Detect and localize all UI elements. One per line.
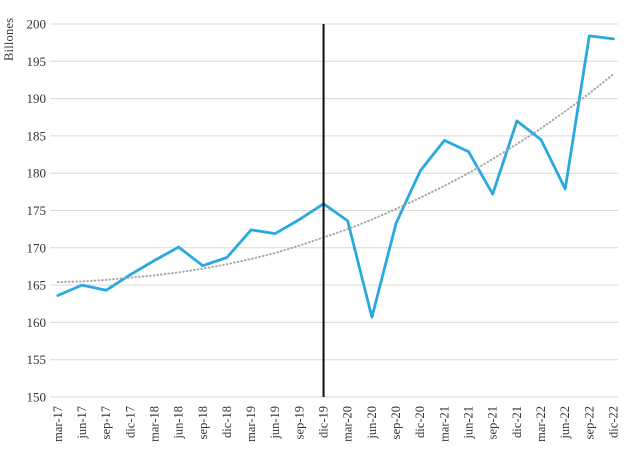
x-tick-label: mar-17 (51, 406, 65, 442)
y-tick-label: 185 (27, 128, 47, 143)
x-tick-label: mar-20 (341, 406, 355, 442)
x-tick-label: dic-17 (123, 406, 137, 438)
y-tick-label: 165 (27, 278, 47, 293)
x-tick-label: mar-21 (437, 406, 451, 442)
x-tick-label: jun-18 (172, 406, 186, 440)
trend-dotted-line (56, 73, 615, 284)
x-tick-label: jun-22 (558, 406, 572, 440)
x-tick-label: jun-20 (365, 406, 379, 440)
x-tick-label: sep-19 (292, 406, 306, 439)
y-tick-label: 170 (27, 240, 47, 255)
x-tick-label: dic-18 (220, 406, 234, 438)
x-tick-label: dic-20 (413, 406, 427, 438)
x-tick-label: mar-22 (534, 406, 548, 442)
x-tick-label: sep-21 (486, 406, 500, 439)
x-tick-label: jun-21 (462, 406, 476, 440)
x-tick-label: sep-20 (389, 406, 403, 439)
y-tick-label: 160 (27, 315, 47, 330)
y-tick-label: 195 (27, 54, 47, 69)
y-tick-label: 150 (27, 390, 47, 405)
y-tick-label: 175 (27, 203, 47, 218)
y-tick-label: 190 (27, 91, 47, 106)
observed-line (56, 34, 615, 319)
x-tick-label: sep-18 (196, 406, 210, 439)
x-tick-label: jun-19 (268, 406, 282, 440)
y-tick-label: 180 (27, 166, 47, 181)
x-tick-label: jun-17 (75, 406, 89, 440)
x-tick-label: mar-18 (147, 406, 161, 442)
x-tick-label: mar-19 (244, 406, 258, 442)
x-tick-label: dic-19 (317, 406, 331, 438)
x-tick-label: sep-22 (582, 406, 596, 439)
x-tick-label: dic-22 (607, 406, 621, 438)
y-tick-label: 200 (27, 17, 47, 32)
y-tick-label: 155 (27, 352, 47, 367)
x-tick-label: dic-21 (510, 406, 524, 438)
x-tick-label: sep-17 (99, 406, 113, 439)
